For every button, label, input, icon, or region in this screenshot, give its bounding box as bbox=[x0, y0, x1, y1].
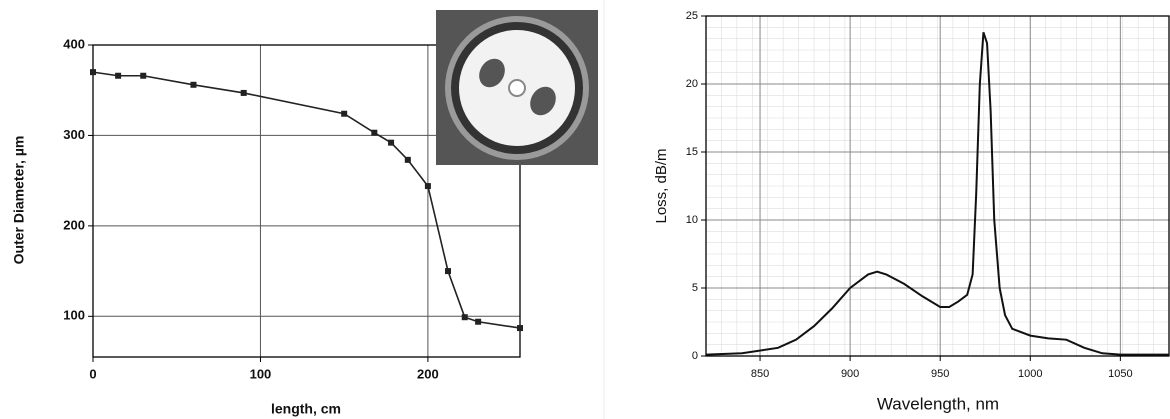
x-tick-label: 850 bbox=[751, 368, 769, 380]
y-axis-label: Outer Diameter, µm bbox=[11, 136, 27, 265]
chart: 0 5 10 15 20 25 850 900 950 1000 1050 Wavelength, n… bbox=[653, 10, 1170, 413]
x-tick-label: 900 bbox=[841, 368, 859, 380]
data-point bbox=[371, 129, 378, 136]
data-point bbox=[424, 183, 431, 190]
y-tick-label: 25 bbox=[686, 10, 698, 22]
data-point bbox=[475, 318, 482, 325]
data-point bbox=[444, 268, 451, 275]
x-tick-label: 1050 bbox=[1108, 368, 1132, 380]
y-tick-label: 5 bbox=[692, 282, 698, 294]
data-point bbox=[388, 139, 395, 146]
y-tick-label: 0 bbox=[692, 350, 698, 362]
data-point bbox=[341, 110, 348, 117]
data-point bbox=[140, 72, 147, 79]
stress-rod bbox=[479, 58, 505, 88]
x-axis-label: Wavelength, nm bbox=[877, 394, 999, 413]
data-point bbox=[115, 72, 122, 79]
y-tick-label: 400 bbox=[63, 36, 85, 51]
data-point bbox=[404, 156, 411, 163]
x-tick-label: 100 bbox=[250, 366, 272, 381]
y-tick-label: 10 bbox=[686, 214, 698, 226]
x-tick-label: 200 bbox=[417, 366, 439, 381]
y-tick-label: 20 bbox=[686, 78, 698, 90]
y-tick-label: 100 bbox=[63, 308, 85, 323]
y-tick-label: 300 bbox=[63, 127, 85, 142]
plot-frame bbox=[92, 44, 521, 358]
fiber-core bbox=[508, 79, 526, 97]
data-point bbox=[461, 314, 468, 321]
stress-rod bbox=[530, 86, 556, 116]
y-axis-label: Loss, dB/m bbox=[653, 148, 670, 223]
x-axis-label: length, cm bbox=[271, 401, 341, 417]
y-tick-label: 15 bbox=[686, 146, 698, 158]
x-tick-label: 1000 bbox=[1018, 368, 1042, 380]
data-line bbox=[705, 32, 1169, 356]
chart: 100 200 300 400 0 100 200 length, cm Outer Diame… bbox=[11, 36, 523, 417]
inset-photo bbox=[436, 10, 598, 165]
data-line bbox=[92, 71, 521, 329]
data-point bbox=[190, 81, 197, 88]
data-point bbox=[240, 89, 247, 96]
data-point bbox=[517, 325, 523, 332]
y-tick-label: 200 bbox=[63, 217, 85, 232]
x-tick-label: 0 bbox=[89, 366, 96, 381]
plot-frame bbox=[705, 15, 1170, 357]
data-point bbox=[90, 69, 96, 76]
x-tick-label: 950 bbox=[931, 368, 949, 380]
